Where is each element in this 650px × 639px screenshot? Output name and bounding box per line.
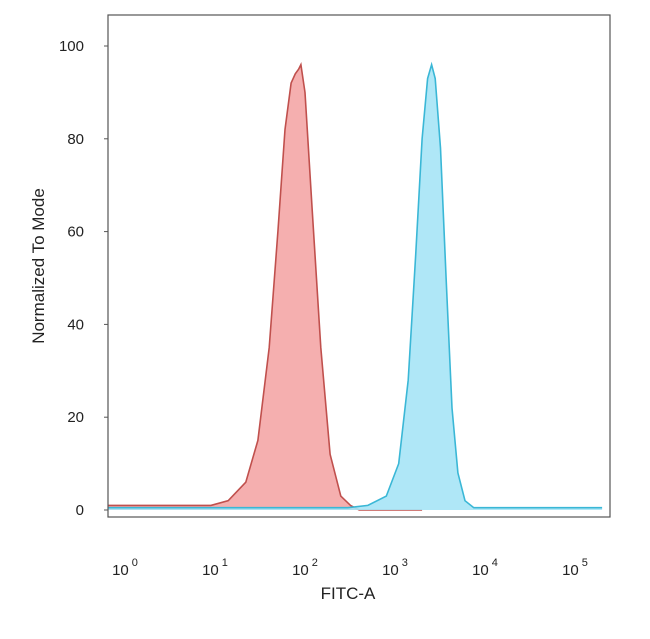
- y-tick-label: 100: [59, 38, 84, 55]
- plot-frame: [107, 14, 611, 518]
- x-tick-label: 10 5: [562, 557, 588, 579]
- y-axis-ticks: 0 20 40 60 80 100: [59, 38, 108, 519]
- x-tick-label: 10 3: [382, 557, 408, 579]
- x-axis-title: FITC-A: [321, 584, 376, 603]
- series-1-area: [108, 64, 423, 510]
- x-tick-label: 10 0: [112, 557, 138, 579]
- series-1-line: [108, 61, 423, 511]
- x-tick-label: 10 1: [202, 557, 228, 579]
- y-axis-title: Normalized To Mode: [29, 188, 48, 344]
- series-2-area: [108, 64, 603, 510]
- x-tick-label: 10 4: [472, 557, 498, 579]
- y-tick-label: 40: [67, 316, 84, 333]
- x-axis-ticks: 10 0 10 1 10 2 10 3 10 4 10 5: [112, 557, 588, 579]
- x-tick-label: 10 2: [292, 557, 318, 579]
- y-tick-label: 60: [67, 224, 84, 241]
- series-2-line: [108, 61, 603, 509]
- plot-area: [108, 61, 603, 511]
- y-tick-label: 20: [67, 409, 84, 426]
- y-tick-label: 0: [76, 502, 84, 519]
- y-tick-label: 80: [67, 131, 84, 148]
